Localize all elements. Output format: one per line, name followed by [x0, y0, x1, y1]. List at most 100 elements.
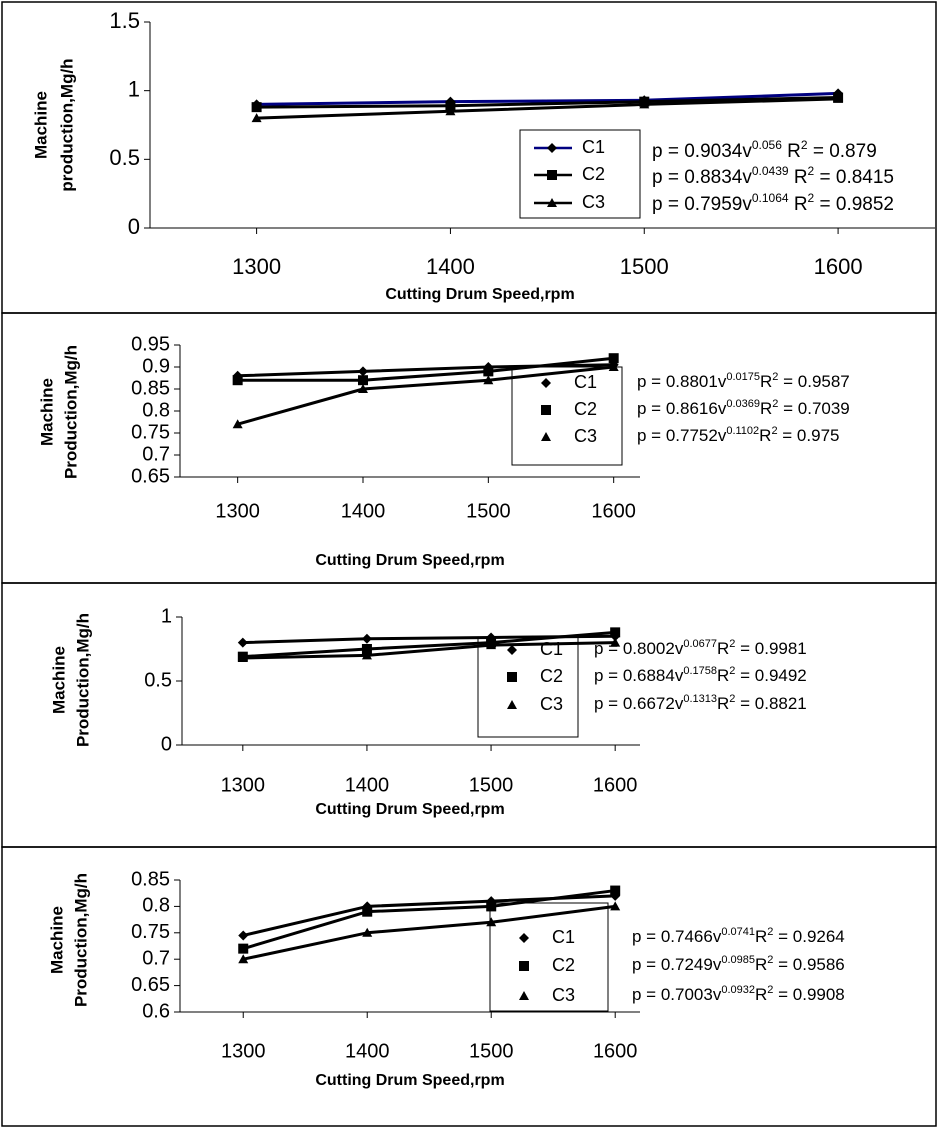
marker-triangle — [445, 106, 456, 116]
marker-triangle — [610, 637, 621, 647]
legend-marker — [547, 170, 557, 180]
equation-part: 0.0175 — [726, 371, 760, 383]
equation-part: 0.0369 — [726, 398, 760, 410]
equation-part: = 0.975 — [778, 426, 840, 445]
marker-diamond — [237, 637, 248, 648]
marker-triangle — [483, 375, 494, 385]
y-tick-label: 0.85 — [131, 868, 170, 890]
y-tick-label: 0.75 — [131, 921, 170, 943]
marker-diamond — [357, 366, 368, 377]
equation-part: = 0.8821 — [735, 694, 806, 713]
x-tick-label: 1400 — [426, 254, 475, 279]
y-axis-label: Production,Mg/h — [61, 345, 80, 479]
equation-part: R — [782, 141, 801, 162]
equation-part: R — [789, 194, 808, 215]
equation-part: 2 — [772, 398, 778, 410]
equation-part: p = 0.8616v — [637, 399, 727, 418]
y-tick-label: 0.8 — [142, 399, 170, 421]
y-tick-label: 0.95 — [131, 333, 170, 355]
marker-triangle — [238, 954, 249, 964]
x-tick-label: 1300 — [232, 254, 281, 279]
y-axis-label: Production,Mg/h — [71, 873, 90, 1007]
legend-label: C1 — [540, 639, 563, 659]
y-axis-label: production,Mg/h — [57, 58, 76, 191]
x-axis-label: Cutting Drum Speed,rpm — [315, 1072, 504, 1089]
equation-part: = 0.9264 — [773, 927, 844, 946]
x-tick-label: 1400 — [345, 774, 390, 796]
equation-part: 0.1064 — [752, 191, 789, 205]
legend-label: C3 — [540, 694, 563, 714]
y-tick-label: 1 — [128, 76, 140, 101]
marker-diamond — [238, 930, 249, 941]
trend-equation: p = 0.9034v0.056 R2 = 0.879 — [652, 138, 877, 162]
series-line — [256, 97, 839, 120]
y-tick-label: 0.85 — [131, 377, 170, 399]
y-tick-label: 0 — [161, 733, 172, 755]
y-tick-label: 0.65 — [131, 974, 170, 996]
x-tick-label: 1600 — [591, 500, 636, 522]
legend-label: C3 — [582, 192, 605, 212]
series-line — [242, 630, 616, 659]
equation-part: = 0.9908 — [773, 985, 844, 1004]
equation-part: p = 0.8801v — [637, 372, 727, 391]
legend-label: C2 — [540, 666, 563, 686]
marker-triangle — [362, 927, 373, 937]
x-tick-label: 1600 — [593, 774, 638, 796]
equation-part: = 0.8415 — [814, 167, 894, 188]
legend-marker — [507, 700, 517, 709]
legend-marker — [519, 961, 529, 971]
equation-part: R — [760, 399, 772, 418]
legend-label: C1 — [574, 372, 597, 392]
series-line — [242, 889, 616, 951]
equation-part: R — [759, 426, 771, 445]
equation-part: 2 — [808, 164, 815, 178]
x-tick-label: 1500 — [469, 774, 514, 796]
legend-marker — [547, 198, 557, 207]
equation-part: p = 0.9034v — [652, 141, 752, 162]
equation-part: = 0.9981 — [735, 639, 806, 658]
trend-equation: p = 0.7003v0.0932R2 = 0.9908 — [632, 984, 845, 1005]
equation-part: 2 — [772, 371, 778, 383]
equation-part: 0.1102 — [726, 425, 759, 437]
legend-label: C1 — [582, 137, 605, 157]
x-axis-label: Cutting Drum Speed,rpm — [315, 801, 504, 818]
legend-label: C2 — [582, 164, 605, 184]
legend-marker — [541, 432, 551, 441]
y-tick-label: 1.5 — [109, 8, 140, 33]
equation-part: 2 — [801, 138, 808, 152]
series-line — [237, 356, 614, 382]
x-tick-label: 1600 — [593, 1040, 638, 1062]
equation-part: = 0.7039 — [778, 399, 849, 418]
equation-part: = 0.9587 — [778, 372, 849, 391]
legend-marker — [519, 933, 529, 943]
x-tick-label: 1600 — [814, 254, 863, 279]
series-line — [256, 96, 839, 109]
equation-part: = 0.9852 — [814, 194, 894, 215]
equation-part: R — [789, 167, 808, 188]
trend-equation: p = 0.8834v0.0439 R2 = 0.8415 — [652, 164, 894, 188]
x-tick-label: 1300 — [221, 774, 266, 796]
equation-part: R — [717, 639, 729, 658]
equation-part: = 0.879 — [808, 141, 877, 162]
legend-label: C3 — [552, 985, 575, 1005]
marker-square — [610, 627, 621, 638]
legend-label: C2 — [574, 399, 597, 419]
legend-marker — [507, 672, 517, 682]
y-tick-label: 0.65 — [131, 465, 170, 487]
series-line — [237, 365, 614, 426]
x-axis-label: Cutting Drum Speed,rpm — [315, 552, 504, 569]
legend-marker — [547, 143, 557, 153]
marker-square — [445, 100, 456, 111]
y-tick-label: 0 — [128, 214, 140, 239]
y-tick-label: 0.9 — [142, 355, 170, 377]
x-tick-label: 1400 — [345, 1040, 390, 1062]
legend-marker — [541, 405, 551, 415]
series-line — [256, 91, 839, 106]
marker-diamond — [361, 633, 372, 644]
legend-marker — [541, 378, 551, 388]
y-axis-label: Machine — [31, 91, 50, 159]
trend-equation: p = 0.8801v0.0175R2 = 0.9587 — [637, 371, 850, 392]
x-tick-label: 1500 — [469, 1040, 514, 1062]
equation-part: 2 — [767, 954, 773, 966]
